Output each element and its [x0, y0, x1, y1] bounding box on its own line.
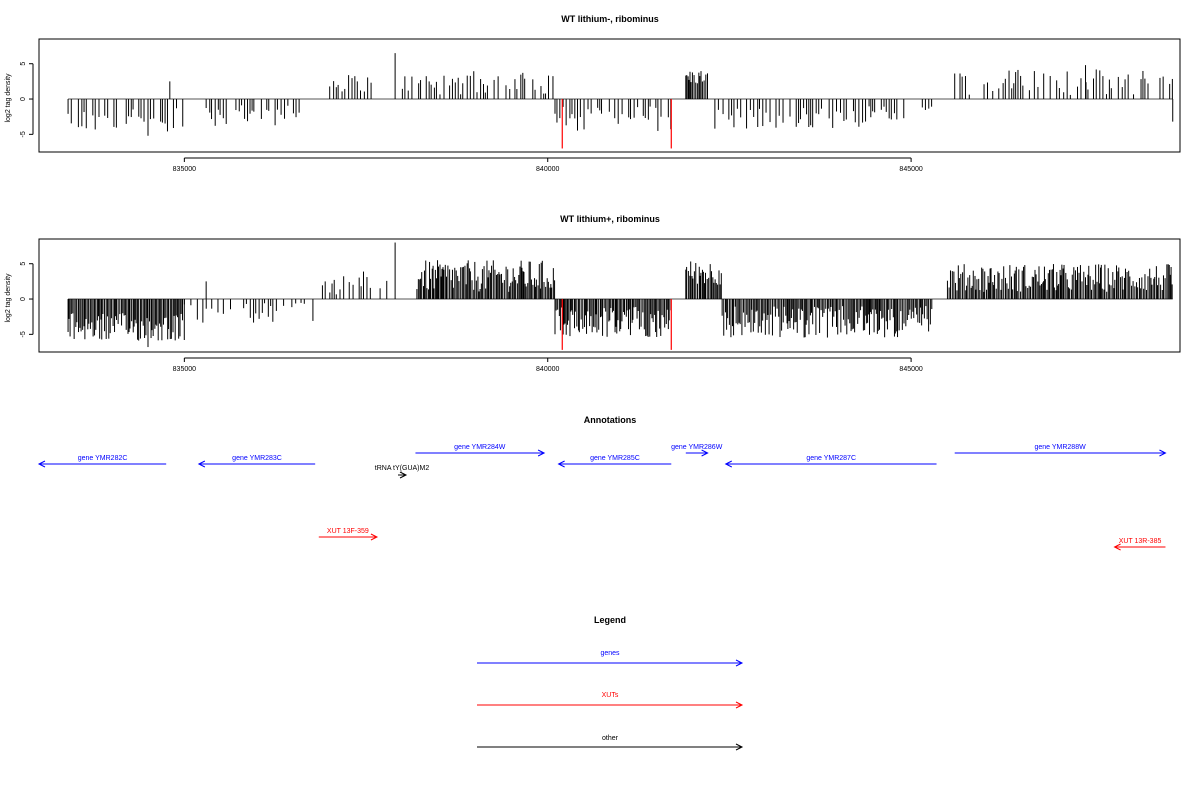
plot-frame [38, 238, 1181, 353]
y-tick-label: 5 [20, 262, 27, 266]
annotation-label: gene YMR288W [1034, 444, 1086, 451]
x-tick-label: 835000 [173, 366, 196, 373]
arrow-head [735, 743, 744, 751]
legend-title: Legend [594, 615, 626, 625]
annotation-feature: tRNA tY(GUA)M2 [375, 465, 430, 479]
x-tick-label: 845000 [899, 166, 922, 173]
annotation-label: XUT 13R-385 [1119, 538, 1162, 545]
legend-item-genes: genes [477, 650, 744, 667]
arrow-head [735, 701, 744, 709]
signal-bars [67, 242, 1173, 350]
panel-title: WT lithium-, ribominus [561, 14, 659, 24]
annotation-label: gene YMR282C [78, 455, 128, 462]
annotation-label: gene YMR285C [590, 455, 640, 462]
y-tick-label: 0 [20, 297, 27, 301]
annotation-feature: gene YMR283C [197, 455, 316, 468]
annotation-label: XUT 13F-359 [327, 528, 369, 535]
axes: -5 0 5 835000 840000 845000 [20, 62, 923, 173]
annotations-title: Annotations [584, 415, 637, 425]
y-tick-label: 0 [20, 97, 27, 101]
y-tick-label: 5 [20, 62, 27, 66]
annotation-feature: XUT 13F-359 [318, 528, 379, 541]
plot-frame [38, 38, 1181, 153]
track-panel-lithium-minus: WT lithium-, ribominus log2 tag density … [5, 14, 1181, 173]
legend-item-xuts: XUTs [477, 692, 744, 709]
arrow-head [557, 460, 565, 468]
arrow-head [197, 460, 206, 468]
annotation-track: Annotations gene YMR282C gene YMR283Cgene… [37, 415, 1167, 551]
x-tick-label: 840000 [536, 366, 559, 373]
annotation-features: gene YMR282C gene YMR283C gene YMR284W gene… [37, 444, 1167, 551]
annotation-feature: gene YMR282C [37, 455, 167, 468]
legend-item-other: other [477, 735, 744, 751]
x-tick-label: 840000 [536, 166, 559, 173]
legend-label: XUTs [602, 692, 619, 699]
arrow-head [1113, 543, 1121, 551]
legend-arrow [477, 659, 744, 667]
annotation-feature: gene YMR287C [724, 455, 937, 468]
y-axis-label: log2 tag density [5, 273, 12, 323]
arrow-head [701, 449, 709, 457]
panel-title: WT lithium+, ribominus [560, 214, 660, 224]
arrow-head [537, 449, 546, 457]
axes: -5 0 5 835000 840000 845000 [20, 262, 923, 373]
arrow-head [370, 533, 379, 541]
annotation-label: gene YMR283C [232, 455, 282, 462]
y-axis-label: log2 tag density [5, 73, 12, 123]
track-panel-lithium-plus: WT lithium+, ribominus log2 tag density … [5, 214, 1181, 373]
legend-label: other [602, 735, 619, 742]
annotation-feature: XUT 13R-385 [1113, 538, 1166, 551]
x-tick-label: 845000 [899, 366, 922, 373]
annotation-label: tRNA tY(GUA)M2 [375, 465, 430, 472]
arrow-head [399, 471, 408, 479]
arrow-head [1159, 449, 1167, 457]
annotation-label: gene YMR287C [806, 455, 856, 462]
annotation-feature: gene YMR284W [415, 444, 546, 457]
x-tick-label: 835000 [173, 166, 196, 173]
annotation-label: gene YMR284W [454, 444, 506, 451]
signal-bars [67, 53, 1174, 149]
y-tick-label: -5 [20, 131, 27, 137]
legend-label: genes [600, 650, 620, 657]
legend-arrow [477, 701, 744, 709]
arrow-head [724, 460, 733, 468]
legend-arrow [477, 743, 744, 751]
annotation-label: gene YMR286W [671, 444, 723, 451]
annotation-feature: gene YMR286W [671, 444, 723, 457]
annotation-feature: gene YMR285C [557, 455, 672, 468]
arrow-head [37, 460, 46, 468]
legend: Legend genes XUTs other [477, 615, 744, 751]
y-tick-label: -5 [20, 331, 27, 337]
arrow-head [735, 659, 744, 667]
annotation-feature: gene YMR288W [954, 444, 1167, 457]
